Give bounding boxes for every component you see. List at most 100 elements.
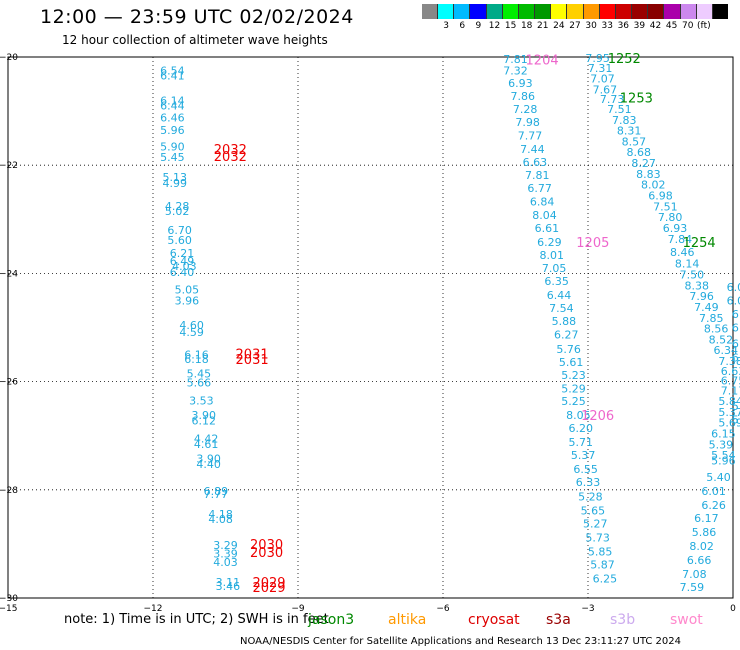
pass-number-label: 1205 bbox=[576, 236, 609, 251]
wave-height-value: 5.54 bbox=[711, 449, 736, 462]
scale-label: 6 bbox=[459, 21, 466, 31]
wave-height-value: 8.68 bbox=[627, 146, 652, 159]
wave-height-value: 6.61 bbox=[535, 222, 560, 235]
scale-label: 3 bbox=[443, 21, 450, 31]
wave-height-value: 4.03 bbox=[213, 556, 238, 569]
y-tick-label: −22 bbox=[0, 161, 18, 171]
wave-height-value: 6.40 bbox=[170, 266, 195, 279]
wave-height-value: 5.84 bbox=[718, 395, 740, 408]
scale-swatch bbox=[502, 4, 519, 19]
wave-height-value: 4.40 bbox=[196, 458, 221, 471]
wave-height-value: 6 bbox=[732, 338, 739, 351]
wave-height-value: 5.25 bbox=[561, 395, 586, 408]
wave-height-value: 8.02 bbox=[641, 179, 666, 192]
wave-height-value: 6.75 bbox=[721, 375, 740, 388]
wave-height-value: 5.85 bbox=[588, 545, 613, 558]
wave-height-value: 8.52 bbox=[709, 333, 734, 346]
wave-height-value: 5.96 bbox=[711, 455, 736, 468]
legend-item-s3b: s3b bbox=[610, 612, 636, 628]
wave-height-value: 8.83 bbox=[636, 168, 661, 181]
wave-height-value: 7.17 bbox=[721, 384, 740, 397]
wave-height-value: 8.46 bbox=[670, 246, 695, 259]
scale-swatch bbox=[712, 4, 728, 19]
wave-height-value: 6.0 bbox=[727, 294, 740, 307]
wave-height-value: 3.90 bbox=[196, 452, 221, 465]
wave-height-value: 4.03 bbox=[172, 260, 197, 273]
wave-height-value: 3.11 bbox=[216, 576, 241, 589]
pass-number-label: 2031 bbox=[236, 347, 269, 362]
wave-height-value: 5.88 bbox=[552, 315, 577, 328]
scale-label: 18 bbox=[520, 21, 533, 31]
wave-height-value: 6.17 bbox=[694, 512, 719, 525]
legend-item-swot: swot bbox=[670, 612, 703, 628]
wave-height-value: 8.31 bbox=[617, 125, 642, 138]
wave-height-value: 5.61 bbox=[559, 356, 584, 369]
scale-label: (ft) bbox=[697, 21, 711, 31]
wave-height-value: 4.99 bbox=[163, 177, 188, 190]
wave-height-value: 4.42 bbox=[194, 432, 219, 445]
wave-height-value: 4.28 bbox=[165, 200, 190, 213]
wave-height-value: 6.70 bbox=[167, 224, 192, 237]
wave-height-value: 6.15 bbox=[711, 428, 736, 441]
wave-height-value: 7.98 bbox=[515, 116, 540, 129]
wave-height-value: 3.90 bbox=[192, 409, 217, 422]
wave-height-value: 5.02 bbox=[165, 205, 190, 218]
scale-label: 27 bbox=[569, 21, 581, 31]
pass-number-label: 2031 bbox=[236, 353, 269, 368]
y-tick-label: −26 bbox=[0, 378, 18, 388]
wave-height-value: 6.84 bbox=[530, 195, 555, 208]
wave-height-value: 5.60 bbox=[167, 234, 192, 247]
scale-swatch bbox=[567, 4, 584, 19]
wave-height-value: 5.90 bbox=[160, 140, 185, 153]
pass-number-label: 2029 bbox=[252, 581, 285, 596]
wave-height-value: 6.18 bbox=[184, 353, 209, 366]
wave-height-value: 5.73 bbox=[585, 531, 610, 544]
scale-label: 12 bbox=[488, 21, 501, 31]
wave-height-value: 3.53 bbox=[189, 395, 214, 408]
legend-item-cryosat: cryosat bbox=[468, 612, 520, 628]
scale-label: 15 bbox=[504, 21, 517, 31]
scale-label: 9 bbox=[475, 21, 482, 31]
wave-height-value: 6 bbox=[732, 308, 739, 321]
wave-height-value: 8.14 bbox=[675, 258, 700, 271]
wave-height-value: 5.39 bbox=[709, 438, 734, 451]
plot-frame bbox=[7, 56, 734, 599]
wave-height-value: 8.01 bbox=[540, 249, 565, 262]
scale-label: 36 bbox=[617, 21, 630, 31]
wave-height-value: 6.35 bbox=[544, 275, 569, 288]
pass-number-label: 1254 bbox=[683, 236, 716, 251]
legend-item-jason3: jason3 bbox=[308, 612, 355, 628]
scale-label: 45 bbox=[665, 21, 678, 31]
wave-height-value: 6.66 bbox=[687, 554, 712, 567]
pass-number-label: 1206 bbox=[581, 409, 614, 424]
scale-swatch bbox=[454, 4, 471, 19]
wave-height-value: 6.34 bbox=[714, 344, 739, 357]
wave-height-value: 7.77 bbox=[518, 129, 543, 142]
scale-label: 33 bbox=[601, 21, 613, 31]
wave-height-value: 4.18 bbox=[208, 508, 233, 521]
page-title: 12:00 — 23:59 UTC 02/02/2024 bbox=[40, 6, 354, 28]
wave-height-value: 5.27 bbox=[583, 517, 608, 530]
wave-height-value: 7.96 bbox=[689, 290, 714, 303]
x-tick-label: −15 bbox=[0, 604, 18, 614]
wave-height-value: 7.31 bbox=[588, 62, 613, 75]
wave-height-value: 6.77 bbox=[527, 182, 552, 195]
pass-number-label: 1204 bbox=[526, 54, 559, 69]
page-subtitle: 12 hour collection of altimeter wave hei… bbox=[62, 33, 328, 47]
wave-height-value: 6.93 bbox=[663, 222, 688, 235]
wave-height-value: 5 bbox=[732, 413, 739, 426]
wave-height-value: 5.37 bbox=[571, 449, 596, 462]
wave-height-value: 6.33 bbox=[576, 476, 601, 489]
scale-swatch bbox=[551, 4, 568, 19]
scale-swatch bbox=[680, 4, 697, 19]
wave-height-value: 8.05 bbox=[566, 409, 591, 422]
scale-swatch bbox=[486, 4, 503, 19]
wave-height-value: 6.63 bbox=[523, 156, 548, 169]
wave-height-value: 5.37 bbox=[718, 406, 740, 419]
pass-number-label: 1252 bbox=[608, 52, 641, 67]
wave-height-value: 5.13 bbox=[163, 171, 188, 184]
wave-height-value: 7.84 bbox=[668, 233, 693, 246]
wave-height-value: 8.27 bbox=[631, 157, 656, 170]
wave-height-value: 5.87 bbox=[590, 558, 615, 571]
